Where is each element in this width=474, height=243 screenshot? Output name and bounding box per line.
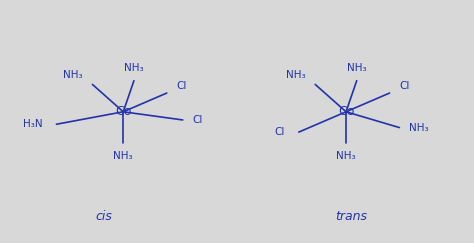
Text: NH₃: NH₃ (124, 63, 144, 73)
Text: NH₃: NH₃ (347, 63, 366, 73)
Text: NH₃: NH₃ (113, 151, 133, 161)
Text: Cl: Cl (192, 115, 202, 125)
Text: cis: cis (96, 210, 113, 223)
Text: NH₃: NH₃ (409, 122, 428, 133)
Text: H₃N: H₃N (23, 119, 42, 129)
Text: NH₃: NH₃ (336, 151, 356, 161)
Text: Cl: Cl (274, 127, 284, 137)
Text: NH₃: NH₃ (286, 69, 306, 79)
Text: Cl: Cl (176, 81, 187, 91)
Text: NH₃: NH₃ (64, 69, 83, 79)
Text: Co: Co (338, 105, 354, 118)
Text: Co: Co (115, 105, 131, 118)
Text: Cl: Cl (399, 81, 410, 91)
Text: trans: trans (335, 210, 367, 223)
